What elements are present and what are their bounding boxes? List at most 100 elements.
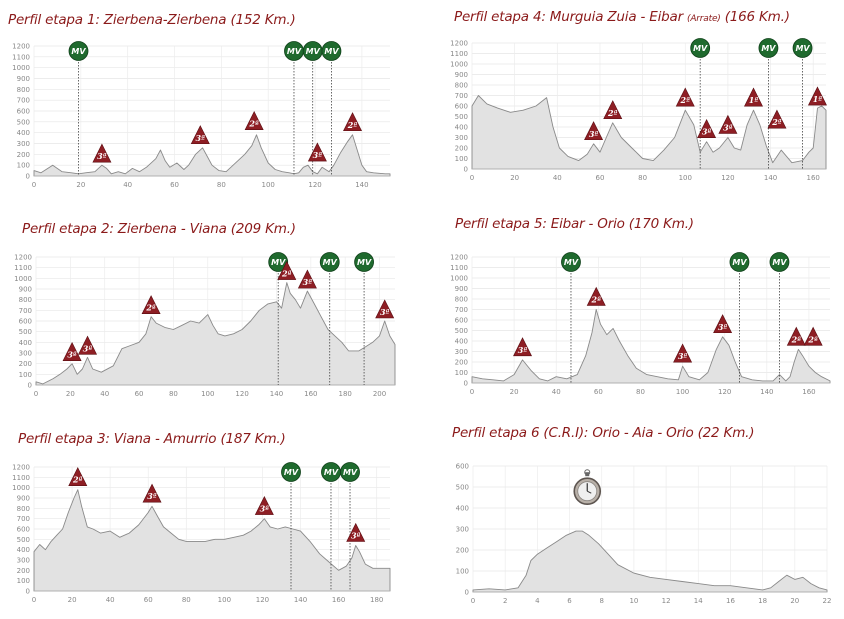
chart-title-main: Perfil etapa 6 (C.R.I): Orio - Aia - Ori…	[452, 425, 755, 441]
climb-category-label: 2ª	[347, 120, 358, 130]
mv-sprint-label: MV	[761, 44, 776, 53]
mv-sprint-label: MV	[284, 468, 299, 477]
chart-title: Perfil etapa 1: Zierbena-Zierbena (152 K…	[8, 12, 296, 28]
climb-category-marker	[603, 100, 623, 120]
climb-category-label: 3ª	[67, 350, 77, 360]
y-tick-label: 200	[19, 360, 32, 368]
chart-title-main: Perfil etapa 5: Eibar - Orio (170 Km.)	[455, 216, 694, 232]
climb-category-marker	[584, 121, 604, 141]
y-tick-label: 1100	[12, 53, 30, 61]
mv-sprint-label: MV	[271, 258, 286, 267]
elevation-area	[472, 530, 828, 593]
mv-sprint-label: MV	[306, 47, 321, 56]
x-tick-label: 8	[599, 597, 603, 605]
chart-title-tail: (166 Km.)	[724, 9, 790, 25]
climb-category-label: 3ª	[147, 491, 157, 501]
climb-category-label: 3ª	[303, 277, 313, 287]
x-tick-label: 100	[218, 596, 231, 604]
elevation-profile-chart: 0100200300400500600700800900100011001200…	[450, 38, 827, 182]
climb-category-marker	[244, 110, 264, 130]
y-tick-label: 100	[17, 162, 30, 170]
y-tick-label: 1000	[14, 275, 32, 283]
chart-title-main: Perfil etapa 4: Murguia Zuia - Eibar	[454, 9, 683, 25]
y-tick-label: 1200	[12, 464, 30, 472]
x-tick-label: 60	[170, 181, 179, 189]
x-tick-label: 20	[68, 596, 77, 604]
climb-category-marker	[190, 125, 210, 145]
climb-category-label: 3ª	[97, 151, 107, 161]
x-tick-label: 80	[217, 181, 226, 189]
elevation-area	[471, 95, 827, 170]
chart-title: Perfil etapa 2: Zierbena - Viana (209 Km…	[22, 221, 296, 237]
y-tick-label: 700	[455, 306, 468, 314]
y-tick-label: 700	[455, 92, 468, 100]
climb-category-marker	[513, 337, 533, 357]
x-tick-label: 0	[471, 597, 475, 605]
y-tick-label: 0	[465, 589, 469, 597]
climb-category-label: 2ª	[591, 294, 602, 304]
chart-title-main: Perfil etapa 3: Viana - Amurrio (187 Km.…	[18, 431, 286, 447]
x-tick-label: 20	[510, 174, 519, 182]
x-tick-label: 160	[802, 388, 815, 396]
y-tick-label: 600	[455, 103, 468, 111]
y-tick-label: 600	[455, 317, 468, 325]
y-tick-label: 900	[19, 286, 32, 294]
mv-sprint-marker	[758, 38, 779, 58]
climb-category-label: 2ª	[281, 269, 292, 279]
x-tick-label: 60	[144, 596, 153, 604]
y-tick-label: 1100	[450, 50, 468, 58]
elevation-profile-chart: 0100200300400500600700800900100011001200…	[12, 462, 391, 604]
climb-category-marker	[767, 109, 787, 129]
climb-category-marker	[673, 343, 693, 363]
y-tick-label: 1100	[12, 474, 30, 482]
climb-category-label: 2ª	[72, 475, 83, 485]
climb-category-label: 3ª	[678, 351, 688, 361]
x-tick-label: 160	[807, 174, 820, 182]
x-tick-label: 12	[662, 597, 671, 605]
y-tick-label: 500	[17, 118, 30, 126]
x-tick-label: 180	[338, 390, 351, 398]
elevation-profile-chart: 0100200300400500600700800900100011001200…	[450, 252, 831, 396]
y-tick-label: 200	[455, 359, 468, 367]
y-tick-label: 0	[26, 588, 30, 596]
mv-sprint-label: MV	[71, 47, 86, 56]
x-tick-label: 6	[567, 597, 572, 605]
chart-title-main: Perfil etapa 1: Zierbena-Zierbena (152 K…	[8, 12, 296, 28]
y-tick-label: 700	[19, 307, 32, 315]
x-tick-label: 120	[235, 390, 248, 398]
x-tick-label: 140	[355, 181, 368, 189]
climb-category-marker	[807, 86, 827, 106]
y-tick-label: 300	[456, 526, 469, 534]
y-tick-label: 1000	[12, 64, 30, 72]
climb-category-marker	[307, 142, 327, 162]
x-tick-label: 140	[764, 174, 777, 182]
climb-category-marker	[346, 522, 366, 542]
y-tick-label: 300	[19, 350, 32, 358]
mv-sprint-marker	[321, 41, 342, 61]
y-tick-label: 100	[17, 577, 30, 585]
climb-category-label: 1ª	[749, 95, 759, 105]
mv-sprint-label: MV	[732, 258, 747, 267]
climb-category-marker	[586, 286, 606, 306]
mv-sprint-marker	[769, 252, 790, 272]
y-tick-label: 900	[17, 495, 30, 503]
y-tick-label: 800	[455, 296, 468, 304]
y-tick-label: 0	[464, 380, 468, 388]
y-tick-label: 400	[17, 129, 30, 137]
elevation-area	[471, 309, 831, 384]
mv-sprint-marker	[68, 41, 89, 61]
x-tick-label: 4	[535, 597, 540, 605]
mv-sprint-marker	[340, 462, 360, 482]
elevation-area	[35, 282, 396, 386]
x-tick-label: 80	[636, 388, 645, 396]
climb-category-marker	[78, 335, 98, 355]
elevation-area	[33, 489, 391, 592]
y-tick-label: 600	[17, 108, 30, 116]
y-tick-label: 1000	[450, 275, 468, 283]
x-tick-label: 140	[294, 596, 307, 604]
mv-sprint-label: MV	[323, 258, 338, 267]
y-tick-label: 100	[455, 155, 468, 163]
y-tick-label: 400	[455, 124, 468, 132]
y-tick-label: 300	[17, 140, 30, 148]
climb-category-label: 2ª	[680, 95, 691, 105]
